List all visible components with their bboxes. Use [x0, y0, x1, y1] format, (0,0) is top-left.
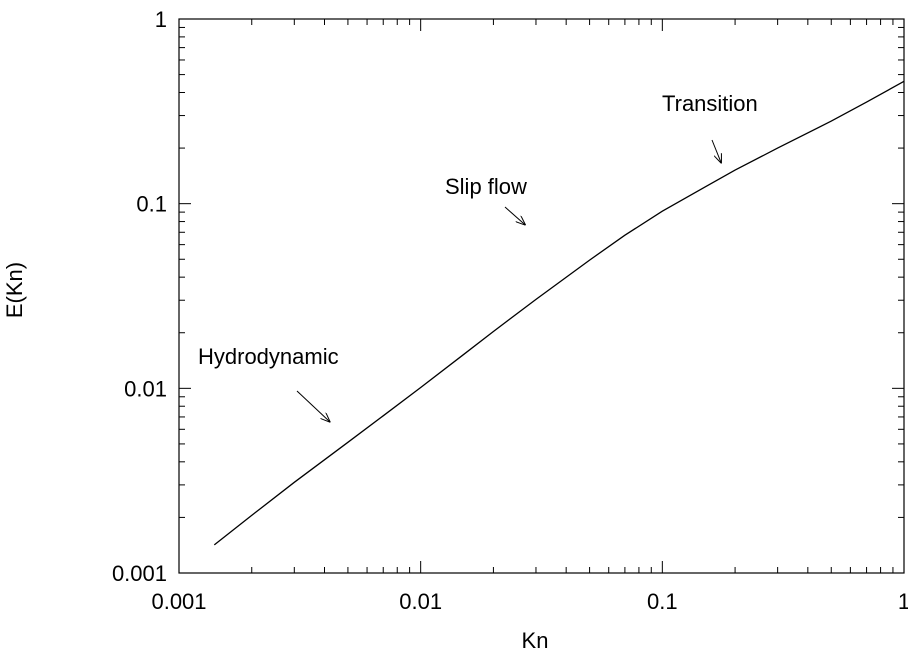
- x-tick-label: 1: [898, 589, 908, 614]
- x-axis-label: Kn: [522, 628, 549, 653]
- annotation-label: Transition: [662, 91, 758, 116]
- plot-border: [178, 18, 905, 574]
- x-tick-label: 0.01: [399, 589, 442, 614]
- annotation-arrow: [711, 139, 721, 163]
- annotations: Hydrodynamic Slip flow Transition: [198, 91, 758, 422]
- series-group: [213, 80, 905, 546]
- y-tick-label: 0.01: [124, 376, 167, 401]
- tick-marks: [178, 18, 905, 574]
- tick-labels: 0.001 0.01 0.1 1 0.001 0.01 0.1 1: [112, 7, 908, 614]
- plot-frame: [178, 18, 905, 574]
- y-axis-label: E(Kn): [2, 262, 27, 318]
- annotation-arrow: [296, 390, 330, 422]
- annotation-label: Hydrodynamic: [198, 344, 339, 369]
- series-line: [213, 80, 905, 546]
- x-tick-label: 0.1: [647, 589, 678, 614]
- y-tick-label: 1: [155, 7, 167, 32]
- x-tick-label: 0.001: [151, 589, 206, 614]
- y-tick-label: 0.1: [136, 192, 167, 217]
- annotation-label: Slip flow: [445, 174, 527, 199]
- y-tick-label: 0.001: [112, 561, 167, 586]
- annotation-arrow: [504, 206, 525, 225]
